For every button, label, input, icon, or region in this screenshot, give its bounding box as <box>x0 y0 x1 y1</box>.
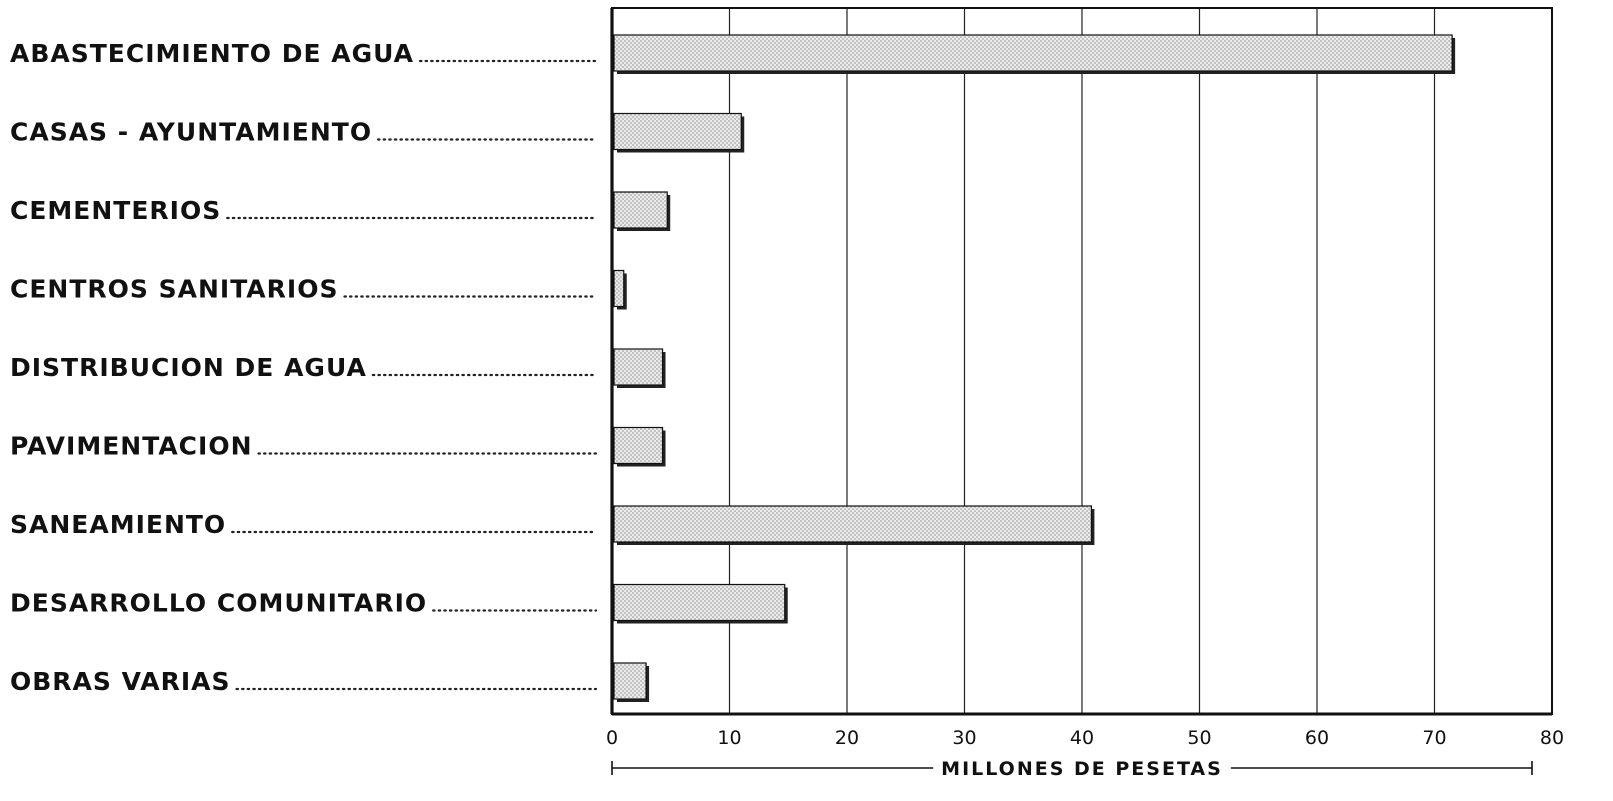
x-tick-label: 80 <box>1540 727 1564 749</box>
category-label: CEMENTERIOS <box>10 196 221 225</box>
bar-6 <box>613 426 664 465</box>
category-label: SANEAMIENTO <box>10 510 226 539</box>
x-axis-ticks: 0 10 20 30 40 50 60 70 80 <box>606 727 1564 749</box>
bar-5 <box>613 348 664 386</box>
category-labels: ABASTECIMIENTO DE AGUA CASAS - AYUNTAMIEN… <box>10 39 598 696</box>
x-tick-label: 0 <box>606 727 618 749</box>
category-label: PAVIMENTACION <box>10 432 253 461</box>
bar-3 <box>613 191 668 229</box>
bar-4 <box>613 269 625 308</box>
bar-8 <box>613 583 786 622</box>
category-label: DISTRIBUCION DE AGUA <box>10 353 367 382</box>
category-label: CASAS - AYUNTAMIENTO <box>10 118 372 147</box>
x-tick-label: 40 <box>1070 727 1094 749</box>
x-tick-label: 50 <box>1187 727 1211 749</box>
grid-lines <box>728 8 1436 714</box>
x-tick-label: 30 <box>952 727 976 749</box>
category-label: OBRAS VARIAS <box>10 667 231 696</box>
x-axis-title-group: MILLONES DE PESETAS <box>611 758 1533 780</box>
x-tick-label: 20 <box>835 727 859 749</box>
plot-frame <box>610 7 1553 716</box>
bar-1 <box>613 34 1453 72</box>
x-axis-title: MILLONES DE PESETAS <box>941 758 1223 780</box>
bars <box>613 34 1456 702</box>
category-label: ABASTECIMIENTO DE AGUA <box>10 39 414 68</box>
category-label: CENTROS SANITARIOS <box>10 275 338 304</box>
bar-2 <box>613 112 742 151</box>
x-tick-label: 60 <box>1305 727 1329 749</box>
x-tick-label: 10 <box>717 727 741 749</box>
x-tick-label: 70 <box>1422 727 1446 749</box>
bar-9 <box>613 662 647 700</box>
category-label: DESARROLLO COMUNITARIO <box>10 589 427 618</box>
bar-7 <box>613 505 1092 543</box>
